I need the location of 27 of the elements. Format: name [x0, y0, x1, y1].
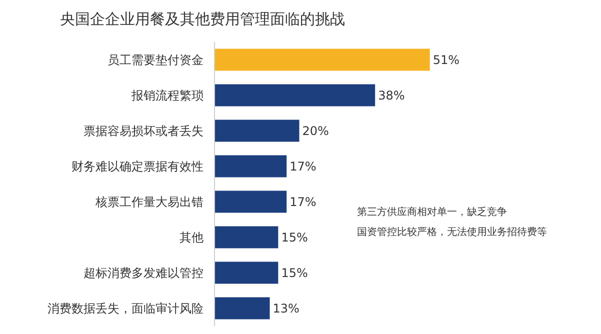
y-tick-label: 核票工作量大易出错: [94, 194, 204, 209]
data-label: 15%: [281, 230, 308, 244]
bar: [215, 297, 270, 320]
data-label: 17%: [290, 194, 316, 209]
bar: [215, 48, 430, 71]
data-label: 51%: [432, 52, 460, 67]
data-label: 13%: [272, 301, 300, 316]
data-label: 38%: [378, 88, 405, 102]
bar: [215, 226, 278, 248]
y-tick-label: 票据容易损坏或者丢失: [84, 124, 204, 138]
y-tick-label: 员工需要垫付资金: [108, 52, 204, 67]
data-label: 17%: [290, 159, 316, 174]
bar: [215, 262, 278, 284]
y-tick-label: 其他: [180, 230, 204, 244]
annotation: 国资管控比较严格，无法使用业务招待费等: [357, 226, 547, 238]
chart-title: 央国企企业用餐及其他费用管理面临的挑战: [60, 10, 346, 28]
data-label: 15%: [281, 266, 308, 280]
bar: [215, 120, 300, 142]
annotation: 第三方供应商相对单一，缺乏竞争: [357, 206, 507, 218]
bar: [215, 190, 287, 213]
y-tick-label: 超标消费多发难以管控: [84, 266, 204, 280]
bar: [215, 84, 376, 106]
bar: [215, 155, 287, 178]
y-tick-label: 消费数据丢失，面临审计风险: [48, 301, 204, 316]
data-label: 20%: [302, 124, 329, 138]
y-tick-label: 财务难以确定票据有效性: [72, 159, 204, 174]
y-tick-label: 报销流程繁琐: [130, 88, 204, 102]
